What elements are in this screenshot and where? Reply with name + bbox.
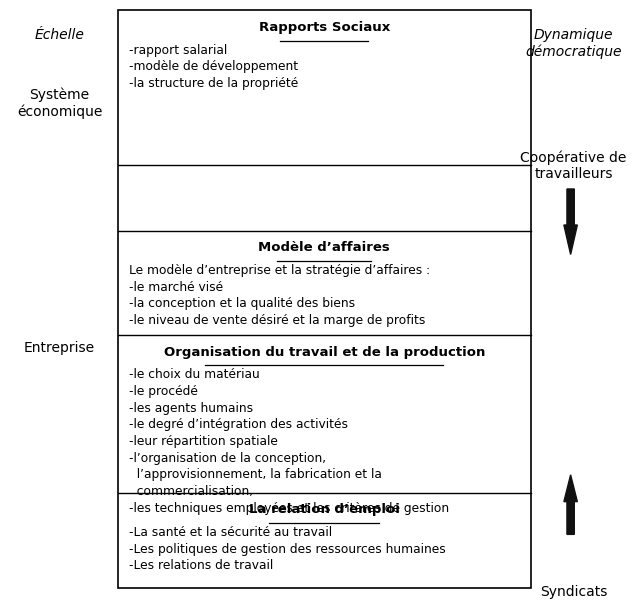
Text: Modèle d’affaires: Modèle d’affaires — [258, 241, 390, 254]
Text: Échelle: Échelle — [34, 28, 85, 42]
Text: -La santé et la sécurité au travail: -La santé et la sécurité au travail — [128, 526, 332, 539]
Text: -le marché visé: -le marché visé — [128, 280, 223, 294]
Text: Coopérative de
travailleurs: Coopérative de travailleurs — [520, 150, 627, 181]
Text: -le niveau de vente désiré et la marge de profits: -le niveau de vente désiré et la marge d… — [128, 314, 425, 327]
Text: -Les politiques de gestion des ressources humaines: -Les politiques de gestion des ressource… — [128, 543, 445, 556]
Polygon shape — [564, 475, 577, 534]
Text: -Les relations de travail: -Les relations de travail — [128, 560, 273, 572]
Text: Organisation du travail et de la production: Organisation du travail et de la product… — [163, 346, 485, 359]
Bar — [118, 10, 531, 588]
Text: -l’organisation de la conception,: -l’organisation de la conception, — [128, 452, 326, 464]
Text: Rapports Sociaux: Rapports Sociaux — [259, 21, 390, 34]
Text: Entreprise: Entreprise — [24, 341, 95, 355]
Text: -le choix du matériau: -le choix du matériau — [128, 368, 259, 381]
Polygon shape — [564, 189, 577, 254]
Text: commercialisation,: commercialisation, — [128, 485, 253, 498]
Text: -le degré d’intégration des activités: -le degré d’intégration des activités — [128, 418, 348, 431]
Text: La relation d’emploi: La relation d’emploi — [249, 504, 399, 516]
Text: -le procédé: -le procédé — [128, 385, 198, 398]
Text: -modèle de développement: -modèle de développement — [128, 60, 298, 74]
Text: -rapport salarial: -rapport salarial — [128, 43, 227, 57]
Text: Le modèle d’entreprise et la stratégie d’affaires :: Le modèle d’entreprise et la stratégie d… — [128, 264, 430, 277]
Text: l’approvisionnement, la fabrication et la: l’approvisionnement, la fabrication et l… — [128, 469, 382, 481]
Text: Syndicats: Syndicats — [540, 585, 607, 599]
Text: -la conception et la qualité des biens: -la conception et la qualité des biens — [128, 297, 355, 311]
Text: -leur répartition spatiale: -leur répartition spatiale — [128, 435, 277, 448]
Text: -les techniques employées et les critères de gestion: -les techniques employées et les critère… — [128, 502, 449, 514]
Text: Système
économique: Système économique — [17, 88, 102, 119]
Text: Dynamique
démocratique: Dynamique démocratique — [525, 28, 622, 59]
Text: -les agents humains: -les agents humains — [128, 402, 253, 415]
Text: -la structure de la propriété: -la structure de la propriété — [128, 77, 298, 90]
